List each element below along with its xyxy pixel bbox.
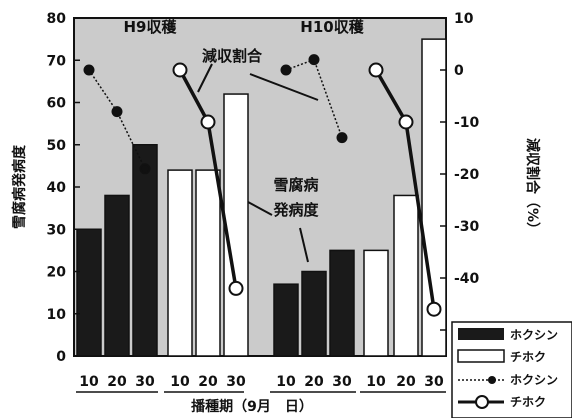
y-left-tick: 20: [47, 265, 67, 281]
x-tick: 20: [304, 374, 324, 390]
x-tick: 20: [198, 374, 218, 390]
bar-hokushin: [132, 144, 158, 357]
y-right-tick: -20: [454, 167, 480, 183]
x-tick: 10: [366, 374, 386, 390]
point-chihoku: [368, 62, 384, 78]
point-chihoku: [398, 114, 414, 130]
x-tick: 20: [396, 374, 416, 390]
x-tick: 30: [332, 374, 352, 390]
annotation-leaders: [197, 63, 319, 263]
bar-hokushin: [104, 194, 130, 357]
panel-title-h10: H10収穫: [300, 18, 364, 36]
panel-title-h9: H9収穫: [124, 18, 178, 36]
y-right-title: 減収割合（%）: [524, 138, 541, 236]
legend-label-chihoku-bar: チホク: [510, 350, 546, 364]
y-left-tick: 50: [47, 138, 67, 154]
left-axis: 0 10 20 30 40 50 60 70 80: [47, 11, 80, 365]
bar-chihoku: [223, 93, 249, 357]
lines-layer: [83, 54, 442, 317]
x-tick: 10: [170, 374, 190, 390]
annotation-yield-reduction: 減収割合: [202, 47, 263, 65]
point-hokushin: [83, 64, 95, 76]
y-left-title: 雪腐病発病度: [11, 144, 28, 229]
annotation-snow-mold: 雪腐病: [273, 176, 318, 194]
y-right-tick: 0: [454, 63, 464, 79]
bar-chihoku: [393, 194, 419, 357]
x-axis-title: 播種期（9月 日）: [191, 398, 313, 415]
y-right-tick: -40: [454, 271, 480, 287]
y-right-tick: 10: [454, 11, 474, 27]
legend-swatch-hokushin-bar: [458, 328, 504, 340]
x-tick: 10: [276, 374, 296, 390]
y-left-tick: 70: [47, 53, 67, 69]
x-tick: 10: [79, 374, 99, 390]
annotation-leader-line: [197, 63, 213, 93]
bar-hokushin: [301, 270, 327, 357]
x-axis: 10 20 30 10 20 30 10 20 30 10 20 30: [79, 374, 444, 390]
point-chihoku: [228, 280, 244, 296]
right-axis: 100-10-20-30-40-50: [440, 11, 480, 339]
point-hokushin: [111, 106, 123, 118]
bar-hokushin: [329, 249, 355, 357]
y-left-tick: 0: [56, 349, 66, 365]
annotation-leader-line: [249, 73, 319, 101]
y-right-tick: -10: [454, 115, 480, 131]
bar-hokushin: [273, 283, 299, 357]
bar-chihoku: [167, 169, 193, 357]
y-right-tick: -30: [454, 219, 480, 235]
bar-chihoku: [195, 169, 221, 357]
x-tick: 30: [226, 374, 246, 390]
y-left-tick: 10: [47, 307, 67, 323]
point-chihoku: [200, 114, 216, 130]
legend-label-hokushin-bar: ホクシン: [510, 328, 558, 342]
legend-marker-hokushin-line: [488, 376, 496, 384]
x-tick: 30: [424, 374, 444, 390]
point-chihoku: [426, 301, 442, 317]
point-hokushin: [336, 132, 348, 144]
bars-layer: [76, 38, 447, 357]
y-left-tick: 60: [47, 96, 67, 112]
plot-background: [73, 17, 447, 357]
legend-label-chihoku-line: チホク: [510, 395, 546, 409]
annotation-leader-line: [299, 227, 309, 263]
bar-chihoku: [363, 249, 389, 357]
annotation-leader-line: [247, 201, 273, 216]
bar-hokushin: [76, 228, 102, 357]
point-hokushin: [139, 163, 151, 175]
point-hokushin: [280, 64, 292, 76]
legend-swatch-chihoku-bar: [457, 349, 505, 363]
y-left-tick: 30: [47, 222, 67, 238]
x-tick: 20: [107, 374, 127, 390]
line-hokushin: [88, 69, 146, 170]
y-left-tick: 40: [47, 180, 67, 196]
point-hokushin: [308, 54, 320, 66]
x-tick: 30: [135, 374, 155, 390]
legend: ホクシン チホク ホクシン チホク: [451, 321, 572, 418]
annotation-incidence: 発病度: [272, 201, 319, 219]
legend-label-hokushin-line: ホクシン: [510, 373, 558, 387]
legend-marker-chihoku-line: [475, 395, 489, 409]
point-chihoku: [172, 62, 188, 78]
y-left-tick: 80: [47, 11, 67, 27]
